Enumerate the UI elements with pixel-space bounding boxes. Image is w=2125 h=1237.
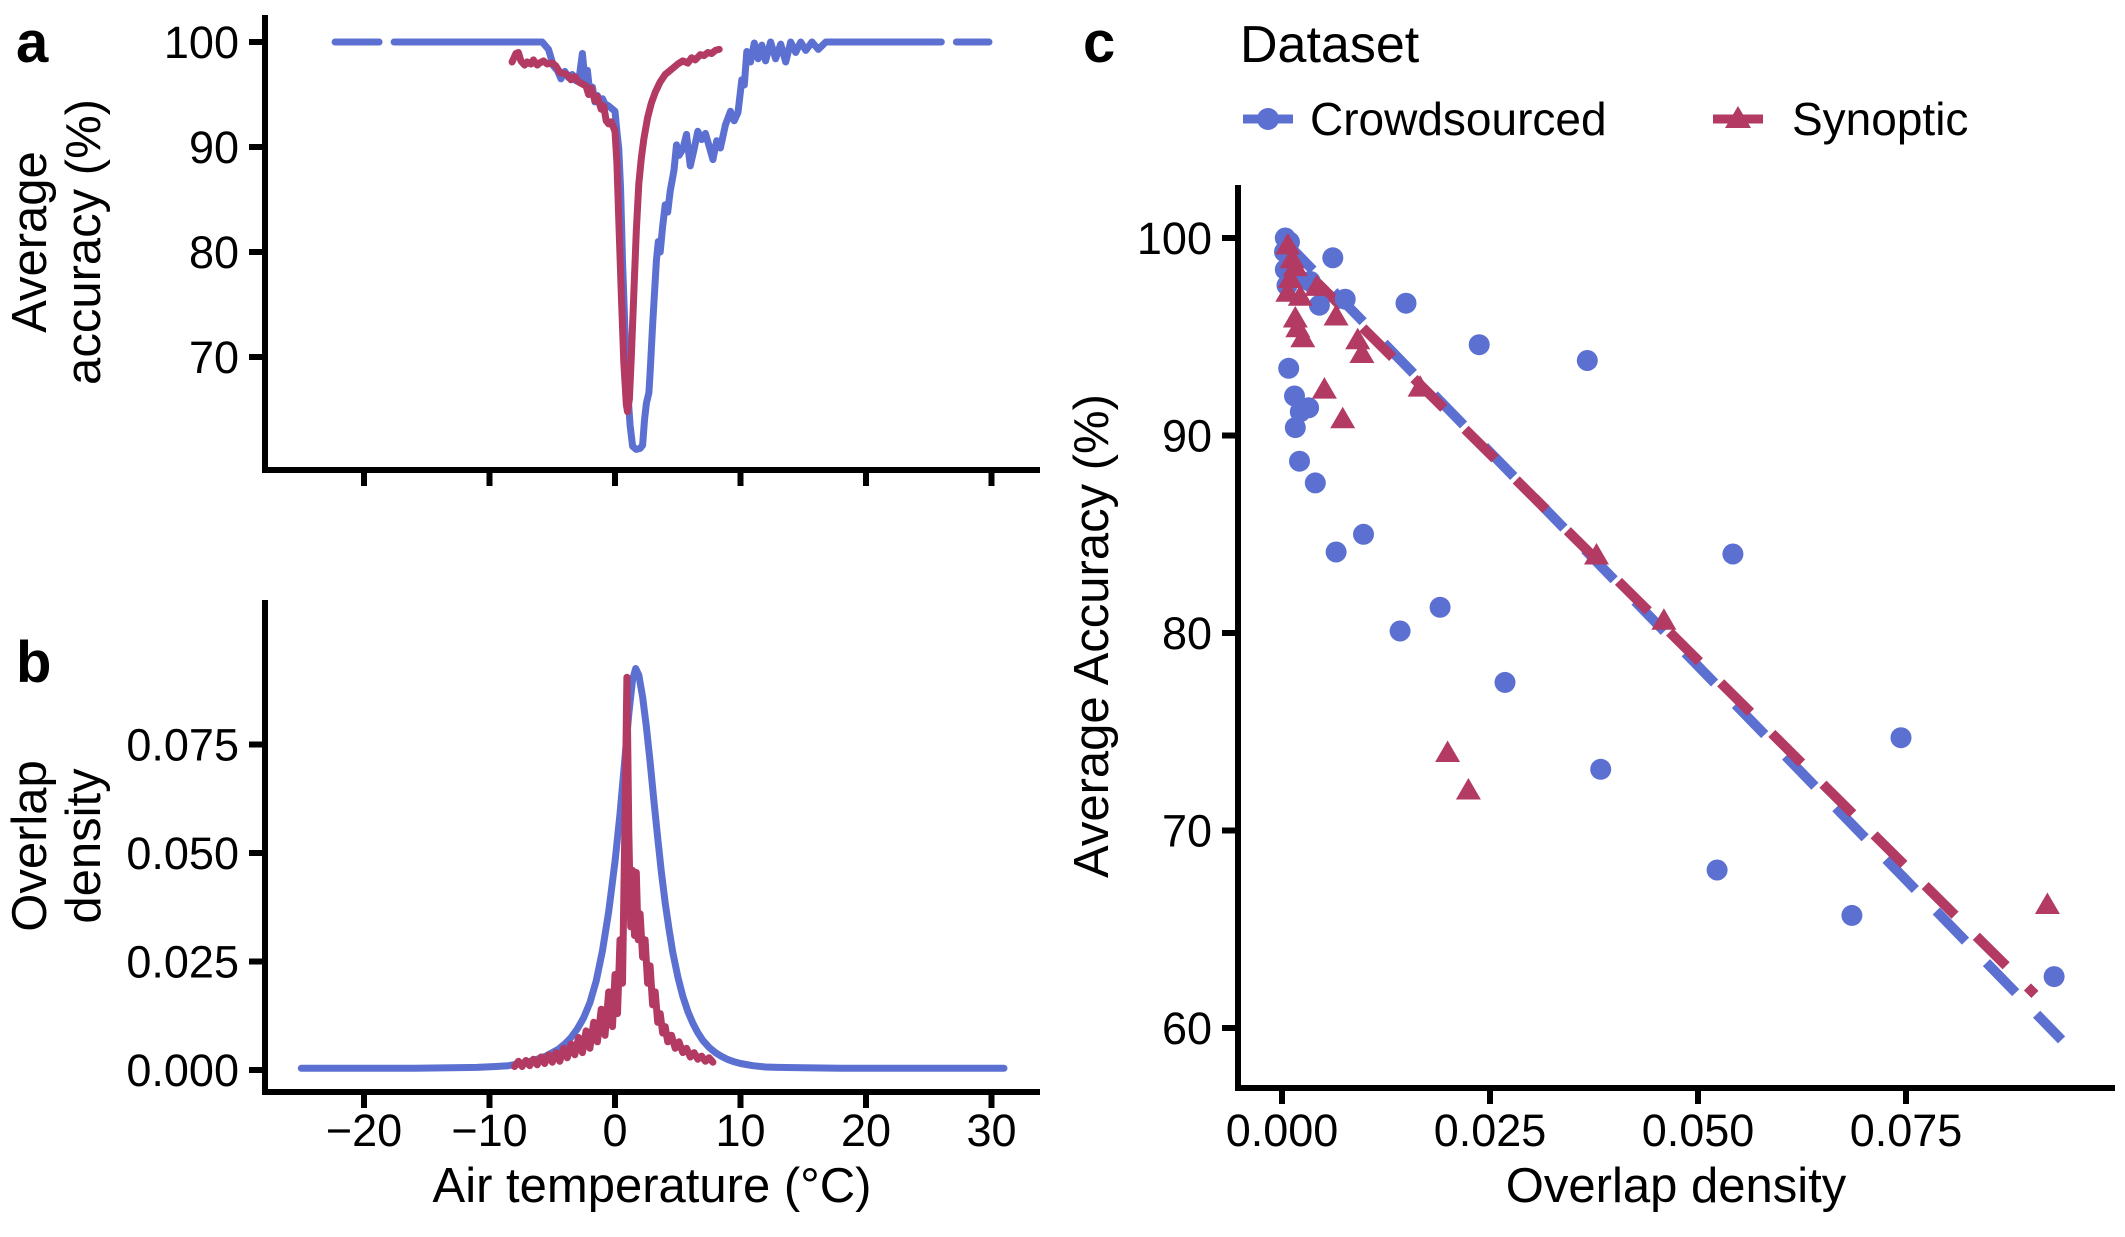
panel-a-y-tick-label: 90 — [189, 122, 239, 173]
scatter-point-synoptic — [1323, 304, 1349, 326]
panel-a-y-title-line1: Average — [3, 151, 57, 333]
panel-c-y-tick-label: 70 — [1162, 806, 1212, 857]
panel-a-y-title-line2: accuracy (%) — [57, 99, 111, 385]
legend-key-circle-icon — [1257, 108, 1279, 130]
scatter-point-crowdsourced — [1278, 357, 1300, 379]
trend-line-crowdsourced — [1280, 236, 2066, 1044]
panel-a-line-synoptic — [508, 45, 723, 416]
legend: Dataset Crowdsourced Synoptic — [1240, 16, 1968, 145]
panel-b-y-tick-label: 0.025 — [126, 937, 239, 988]
panel-c-y-tick-label: 80 — [1162, 608, 1212, 659]
scatter-point-crowdsourced — [1322, 247, 1344, 269]
scatter-point-synoptic — [1345, 327, 1371, 350]
scatter-point-synoptic — [1277, 266, 1303, 288]
panel-c-x-tick-label: 0.050 — [1642, 1105, 1755, 1156]
panel-b-y-tick-label: 0.000 — [126, 1045, 239, 1096]
scatter-point-crowdsourced — [1429, 596, 1451, 618]
panel-b-y-tick-label: 0.075 — [126, 720, 239, 771]
panel-a-line-crowdsourced — [390, 38, 945, 453]
scatter-point-synoptic — [1290, 325, 1316, 348]
panel-c-x-tick-label: 0.000 — [1226, 1105, 1339, 1156]
panel-c-y-title: Average Accuracy (%) — [1065, 394, 1119, 878]
scatter-point-crowdsourced — [1284, 385, 1305, 407]
panel-c-letter: c — [1083, 10, 1115, 75]
scatter-point-crowdsourced — [1468, 334, 1490, 356]
panel-b: 0.000 0.025 0.050 0.075 −20 −10 0 10 20 30 b Overla… — [3, 600, 1040, 1213]
scatter-point-crowdsourced — [1722, 543, 1744, 565]
panel-b-x-title: Air temperature (°C) — [433, 1159, 872, 1213]
scatter-point-synoptic — [1349, 341, 1375, 363]
panel-c-y-tick-label: 100 — [1137, 213, 1212, 264]
panel-b-x-tick-label: 10 — [715, 1105, 765, 1156]
scatter-point-crowdsourced — [1841, 904, 1863, 926]
scatter-point-crowdsourced — [1284, 417, 1306, 439]
scatter-point-crowdsourced — [2043, 966, 2065, 988]
panel-c-y-tick-label: 60 — [1162, 1003, 1212, 1054]
legend-key-triangle-icon — [1725, 106, 1751, 128]
scatter-point-crowdsourced — [1590, 758, 1612, 780]
scatter-point-crowdsourced — [1576, 350, 1598, 371]
scatter-point-synoptic — [1435, 740, 1461, 762]
panel-b-y-title-line2: density — [57, 768, 111, 924]
scatter-point-crowdsourced — [1890, 727, 1912, 749]
legend-item-crowdsourced-label: Crowdsourced — [1310, 93, 1607, 145]
panel-c: 100 90 80 70 60 0.000 0.025 0.050 0.075 c Average … — [1065, 10, 2115, 1213]
panel-c-x-tick-label: 0.075 — [1850, 1105, 1963, 1156]
scatter-point-crowdsourced — [1289, 401, 1311, 423]
panel-c-x-title: Overlap density — [1506, 1159, 1847, 1213]
scatter-point-synoptic — [1584, 543, 1609, 565]
panel-b-y-title-line1: Overlap — [3, 760, 57, 932]
scatter-point-crowdsourced — [1304, 472, 1326, 494]
scatter-point-crowdsourced — [1334, 288, 1356, 310]
scatter-point-crowdsourced — [1325, 541, 1347, 563]
panel-a-y-tick-label: 70 — [189, 332, 239, 383]
scatter-point-crowdsourced — [1395, 292, 1417, 314]
scatter-point-synoptic — [1455, 778, 1481, 800]
scatter-point-crowdsourced — [1353, 523, 1374, 545]
scatter-point-synoptic — [2034, 892, 2060, 914]
panel-a-y-tick-label: 80 — [189, 227, 239, 278]
scatter-point-synoptic — [1407, 375, 1433, 397]
panel-c-x-tick-label: 0.025 — [1434, 1105, 1547, 1156]
panel-b-x-tick-label: 30 — [966, 1105, 1016, 1156]
legend-title: Dataset — [1240, 16, 1420, 74]
scatter-point-synoptic — [1304, 274, 1330, 296]
panel-b-y-tick-label: 0.050 — [126, 828, 239, 879]
scatter-point-synoptic — [1282, 306, 1308, 328]
panel-a-letter: a — [16, 10, 49, 75]
scatter-point-synoptic — [1287, 284, 1313, 306]
panel-a: 100 90 80 70 a Average accuracy (%) — [3, 10, 1040, 486]
scatter-point-synoptic — [1275, 232, 1301, 255]
scatter-point-crowdsourced — [1308, 294, 1330, 316]
scatter-point-synoptic — [1651, 608, 1677, 630]
scatter-point-crowdsourced — [1389, 620, 1411, 642]
panel-b-x-tick-label: 0 — [602, 1105, 627, 1156]
panel-c-y-tick-label: 90 — [1162, 411, 1212, 462]
panel-b-line-synoptic — [511, 673, 717, 1070]
legend-item-synoptic-label: Synoptic — [1792, 93, 1968, 145]
scatter-point-synoptic — [1311, 377, 1337, 399]
panel-b-letter: b — [16, 630, 51, 695]
scatter-point-crowdsourced — [1289, 450, 1310, 472]
scatter-point-crowdsourced — [1494, 671, 1516, 693]
scatter-point-crowdsourced — [1706, 859, 1728, 881]
scatter-point-synoptic — [1330, 406, 1356, 429]
panel-a-y-tick-label: 100 — [164, 17, 239, 68]
panel-b-x-tick-label: 20 — [841, 1105, 891, 1156]
panel-b-x-tick-label: −10 — [451, 1105, 527, 1156]
panel-b-x-tick-label: −20 — [326, 1105, 402, 1156]
